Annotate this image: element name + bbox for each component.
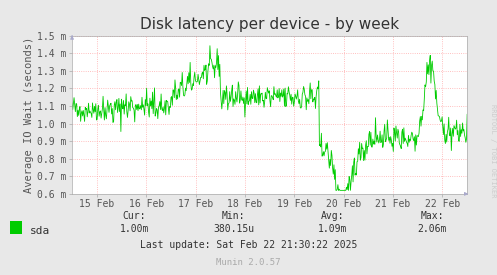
Text: Munin 2.0.57: Munin 2.0.57 [216, 258, 281, 267]
Text: Last update: Sat Feb 22 21:30:22 2025: Last update: Sat Feb 22 21:30:22 2025 [140, 240, 357, 250]
Text: Max:: Max: [420, 211, 444, 221]
Text: Avg:: Avg: [321, 211, 345, 221]
Text: RRDTOOL / TOBI OETIKER: RRDTOOL / TOBI OETIKER [490, 104, 496, 198]
Text: 1.09m: 1.09m [318, 224, 348, 234]
Title: Disk latency per device - by week: Disk latency per device - by week [140, 17, 399, 32]
Text: Cur:: Cur: [122, 211, 146, 221]
Text: 1.00m: 1.00m [119, 224, 149, 234]
Text: sda: sda [30, 226, 50, 236]
Text: 380.15u: 380.15u [213, 224, 254, 234]
Text: Min:: Min: [222, 211, 246, 221]
Y-axis label: Average IO Wait (seconds): Average IO Wait (seconds) [24, 37, 34, 193]
Text: 2.06m: 2.06m [417, 224, 447, 234]
